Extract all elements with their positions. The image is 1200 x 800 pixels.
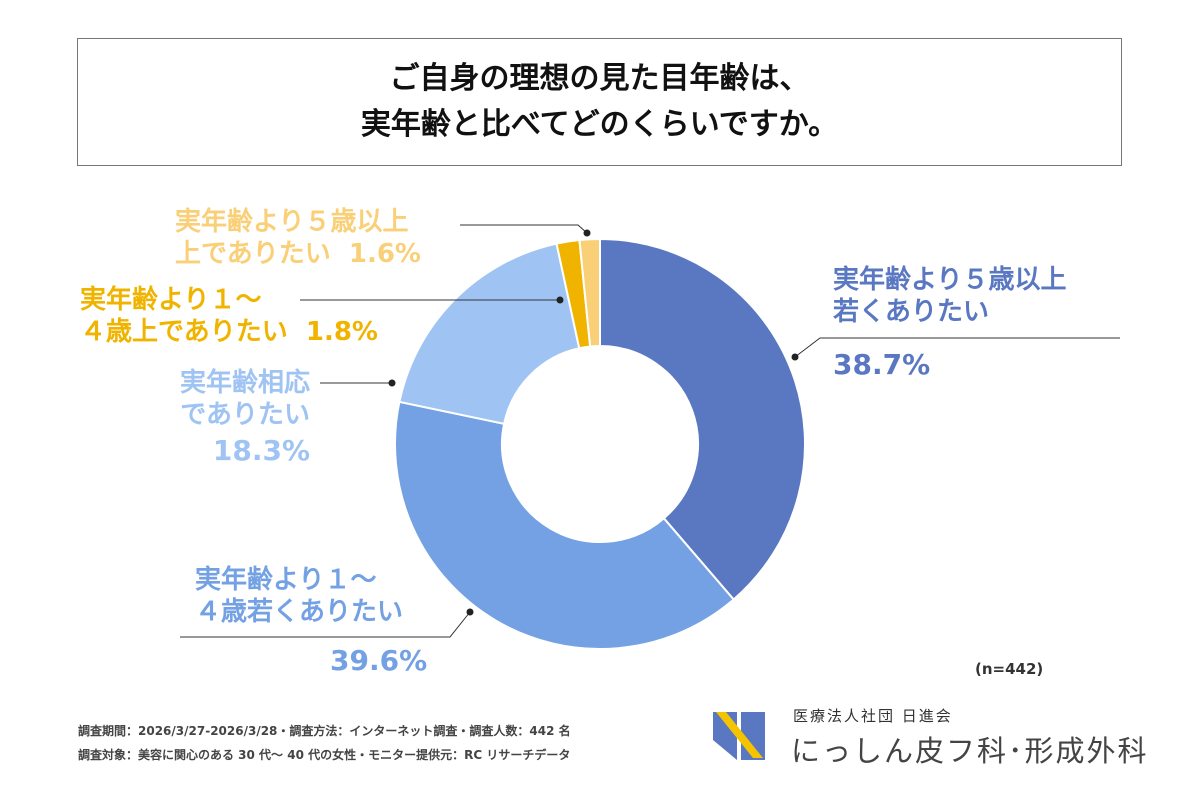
title-line-1: ご自身の理想の見た目年齢は、 — [389, 61, 810, 96]
logo-name: にっしん皮フ科･形成外科 — [791, 734, 1149, 768]
slice-label-2: 実年齢相応 でありたい — [179, 368, 310, 430]
donut-slice-0 — [599, 237, 806, 601]
title-line-2: 実年齢と比べてどのくらいですか。 — [360, 107, 839, 142]
slice-label-4: 実年齢より５歳以上 上でありたい 1.6% — [175, 207, 421, 269]
slice-value-0: 38.7% — [833, 348, 931, 381]
donut-slice-1 — [394, 400, 736, 650]
chart-title: ご自身の理想の見た目年齢は、 実年齢と比べてどのくらいですか。 — [77, 38, 1122, 166]
donut-slice-4 — [578, 237, 601, 348]
slice-value-1: 39.6% — [330, 644, 428, 677]
logo-subtitle: 医療法人社団 日進会 — [793, 707, 953, 725]
leader-line-4 — [460, 224, 588, 234]
slice-label-1: 実年齢より１～ ４歳若くありたい — [195, 565, 404, 627]
footer-line-1: 調査期間：2026/3/27-2026/3/28・調査方法：インターネット調査・… — [78, 724, 571, 738]
leader-dot-2 — [388, 379, 396, 387]
slice-label-3: 実年齢より１～ ４歳上でありたい 1.8% — [80, 285, 378, 347]
leader-dot-0 — [791, 353, 799, 361]
leader-dot-3 — [556, 296, 564, 304]
slice-value-2: 18.3% — [212, 434, 310, 467]
footer-line-2: 調査対象：美容に関心のある 30 代～ 40 代の女性・モニター提供元：RC リ… — [78, 748, 571, 762]
leader-line-0 — [794, 337, 1120, 358]
leader-dot-4 — [583, 229, 591, 237]
leader-line-1 — [180, 611, 471, 638]
sample-size: (n=442) — [975, 660, 1044, 678]
donut-slice-2 — [398, 242, 581, 426]
leader-dot-1 — [466, 608, 474, 616]
slice-label-0: 実年齢より５歳以上 若くありたい — [833, 265, 1067, 327]
